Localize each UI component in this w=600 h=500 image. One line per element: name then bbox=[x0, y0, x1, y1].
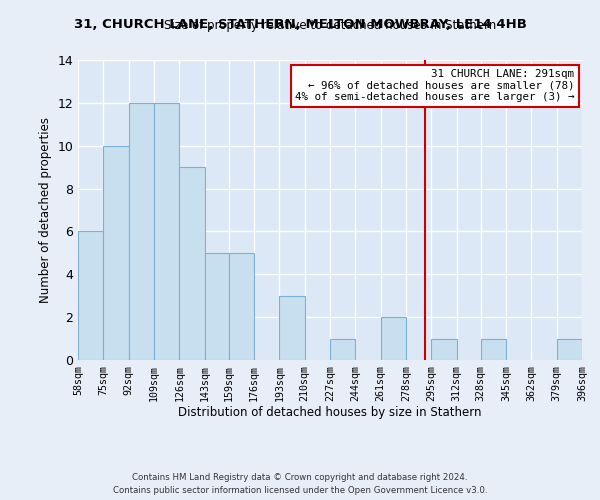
Bar bbox=[179, 167, 205, 360]
Title: Size of property relative to detached houses in Stathern: Size of property relative to detached ho… bbox=[164, 20, 496, 32]
Bar bbox=[330, 338, 355, 360]
Bar bbox=[205, 253, 229, 360]
Text: 31, CHURCH LANE, STATHERN, MELTON MOWBRAY, LE14 4HB: 31, CHURCH LANE, STATHERN, MELTON MOWBRA… bbox=[74, 18, 526, 30]
Text: Contains HM Land Registry data © Crown copyright and database right 2024.
Contai: Contains HM Land Registry data © Crown c… bbox=[113, 474, 487, 495]
X-axis label: Distribution of detached houses by size in Stathern: Distribution of detached houses by size … bbox=[178, 406, 482, 420]
Bar bbox=[557, 338, 582, 360]
Bar bbox=[78, 232, 103, 360]
Bar bbox=[154, 103, 179, 360]
Text: 31 CHURCH LANE: 291sqm
← 96% of detached houses are smaller (78)
4% of semi-deta: 31 CHURCH LANE: 291sqm ← 96% of detached… bbox=[295, 69, 574, 102]
Bar bbox=[128, 103, 154, 360]
Bar bbox=[481, 338, 506, 360]
Bar bbox=[103, 146, 128, 360]
Bar bbox=[380, 317, 406, 360]
Y-axis label: Number of detached properties: Number of detached properties bbox=[39, 117, 52, 303]
Bar bbox=[229, 253, 254, 360]
Bar bbox=[431, 338, 457, 360]
Bar bbox=[280, 296, 305, 360]
